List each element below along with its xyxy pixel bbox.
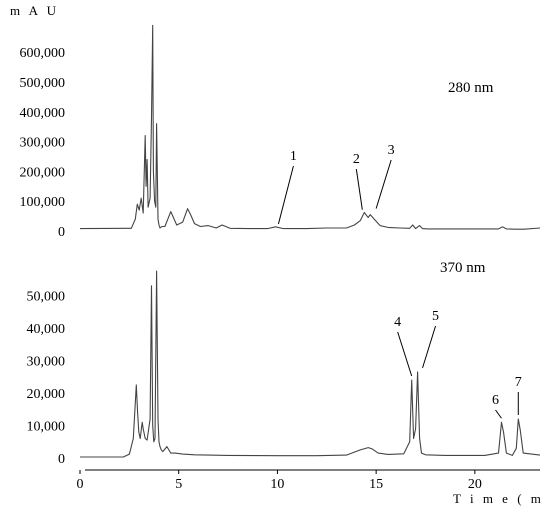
y-tick-label-370: 50,000 bbox=[27, 290, 66, 305]
peak-annotations-370: 4 5 6 7 bbox=[394, 309, 522, 419]
x-tick-label: 15 bbox=[369, 477, 383, 492]
x-tick-label: 20 bbox=[468, 477, 482, 492]
peak-leader-1 bbox=[277, 165, 294, 225]
y-ticks-280: 0 100,000 200,000 300,000 400,000 500,000 600,… bbox=[20, 46, 66, 240]
peak-label-2: 2 bbox=[353, 152, 360, 167]
y-tick-label-280: 200,000 bbox=[20, 165, 66, 180]
peak-leader-3 bbox=[375, 159, 392, 209]
x-axis-label: T i m e ( m i n ) bbox=[453, 491, 550, 506]
wavelength-label-280: 280 nm bbox=[448, 80, 494, 96]
x-tick-label: 5 bbox=[175, 477, 182, 492]
peak-leader-4 bbox=[397, 331, 413, 377]
panel-370nm: 370 nm 0 10,000 20,000 30,000 40,000 50,000 4… bbox=[27, 260, 550, 506]
y-tick-label-280: 100,000 bbox=[20, 195, 66, 210]
peak-label-5: 5 bbox=[432, 309, 439, 324]
y-tick-label-280: 600,000 bbox=[20, 46, 66, 61]
trace-280nm bbox=[79, 24, 541, 230]
y-tick-label-280: 400,000 bbox=[20, 106, 66, 121]
peak-label-7: 7 bbox=[515, 375, 522, 390]
panel-280nm: m A U 280 nm 0 100,000 200,000 300,000 400,0… bbox=[10, 3, 541, 240]
y-ticks-370: 0 10,000 20,000 30,000 40,000 50,000 bbox=[27, 290, 66, 468]
peak-label-1: 1 bbox=[290, 149, 297, 164]
peak-label-4: 4 bbox=[394, 315, 401, 330]
y-tick-label-370: 20,000 bbox=[27, 387, 66, 402]
y-tick-label-370: 0 bbox=[58, 452, 65, 467]
y-unit-label: m A U bbox=[10, 3, 59, 18]
y-tick-label-370: 10,000 bbox=[27, 420, 66, 435]
y-tick-label-370: 40,000 bbox=[27, 322, 66, 337]
x-tick-label: 0 bbox=[77, 477, 84, 492]
peak-leader-6 bbox=[495, 409, 502, 419]
wavelength-label-370: 370 nm bbox=[440, 260, 486, 276]
peak-leader-2 bbox=[355, 168, 363, 210]
y-tick-label-280: 300,000 bbox=[20, 136, 66, 151]
trace-370nm bbox=[80, 270, 541, 458]
peak-leader-5 bbox=[422, 325, 437, 369]
peak-label-3: 3 bbox=[388, 143, 395, 158]
peak-annotations-280: 1 2 3 bbox=[277, 143, 395, 225]
peak-label-6: 6 bbox=[492, 393, 499, 408]
x-ticks: 0 5 10 15 20 bbox=[77, 470, 482, 492]
y-tick-label-280: 500,000 bbox=[20, 76, 66, 91]
x-tick-label: 10 bbox=[270, 477, 284, 492]
y-tick-label-280: 0 bbox=[58, 225, 65, 240]
y-tick-label-370: 30,000 bbox=[27, 355, 66, 370]
